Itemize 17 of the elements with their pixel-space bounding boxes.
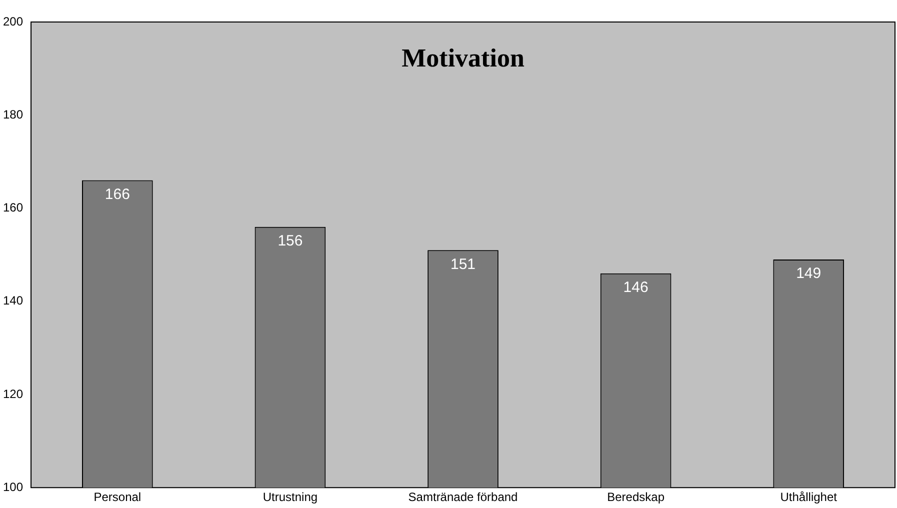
data-label: 156 [278,232,303,250]
x-tick-label: Utrustning [262,490,318,504]
x-tick-label: Beredskap [607,490,665,504]
data-label: 151 [450,256,476,273]
x-tick-label: Personal [94,490,142,504]
y-tick-label: 120 [2,386,24,401]
y-tick-label: 160 [2,200,24,215]
y-tick-label: 180 [2,107,24,122]
x-tick-label: Samtränade förband [408,490,518,504]
data-label: 146 [623,279,648,296]
data-label: 166 [104,186,130,203]
text: Motivation [402,44,525,73]
y-tick-label: 140 [2,294,24,308]
y-tick-label: 200 [2,14,24,28]
data-label: 149 [796,265,822,282]
x-tick-label: Uthållighet [780,490,838,504]
y-tick-label: 100 [2,480,24,494]
